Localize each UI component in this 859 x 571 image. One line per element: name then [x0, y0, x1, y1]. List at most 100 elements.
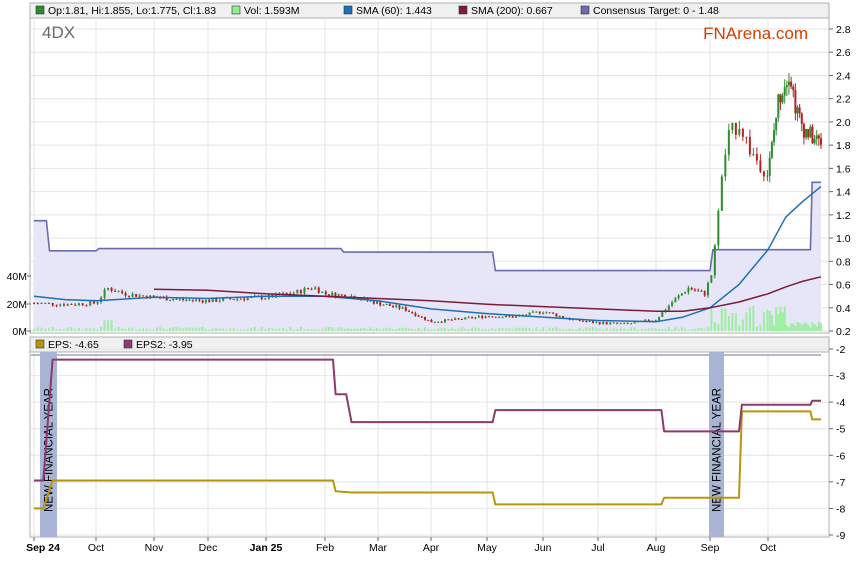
price-tick-label: 0.8 — [836, 256, 851, 268]
volume-bar — [395, 329, 398, 331]
eps2-line — [34, 358, 821, 482]
candle-body — [548, 312, 551, 314]
volume-bar — [347, 328, 350, 331]
ticker-label: 4DX — [42, 23, 75, 42]
volume-bar — [494, 329, 497, 331]
volume-bar — [74, 329, 77, 331]
candle-body — [598, 322, 601, 325]
volume-bar — [62, 329, 65, 331]
volume-bar — [710, 308, 713, 331]
volume-bar — [232, 327, 235, 331]
volume-bar — [581, 329, 584, 331]
volume-bar — [538, 329, 541, 331]
price-tick-label: 2.8 — [836, 24, 851, 36]
volume-bar — [307, 328, 310, 331]
candle-body — [800, 113, 803, 124]
candle-body — [454, 318, 457, 320]
volume-bar — [366, 328, 369, 331]
candle-body — [766, 175, 769, 177]
candle-body — [175, 299, 178, 301]
candle-body — [794, 90, 797, 114]
volume-bar — [198, 327, 201, 331]
candle-body — [239, 298, 242, 300]
volume-bar — [218, 328, 221, 331]
legend-swatch — [458, 5, 468, 15]
candle-body — [198, 299, 201, 301]
candle-body — [623, 322, 626, 324]
candle-body — [504, 315, 507, 318]
candle-body — [450, 319, 453, 321]
volume-tick-label: 40M — [7, 271, 27, 283]
date-axis: Sep 24 Oct Nov Dec Jan 25 Feb Mar Apr May Jun Jul A… — [26, 537, 776, 554]
legend-swatch — [35, 339, 45, 349]
candle-body — [494, 316, 497, 318]
price-tick-label: 2.4 — [836, 70, 851, 82]
volume-bar — [790, 323, 793, 331]
volume-bar — [487, 329, 490, 331]
candle-body — [299, 290, 302, 294]
fy-label: NEW FINANCIAL YEAR — [712, 388, 724, 512]
volume-bar — [498, 328, 501, 331]
eps-lines — [34, 358, 821, 510]
volume-bar — [626, 329, 629, 331]
volume-bar — [343, 328, 346, 331]
candle-body — [36, 303, 39, 305]
candle-body — [811, 126, 814, 144]
price-tick-label: 1.0 — [836, 233, 851, 245]
volume-bar — [267, 327, 270, 331]
volume-bar — [424, 327, 427, 331]
candle-body — [337, 294, 340, 298]
candle-body — [585, 321, 588, 323]
volume-bar — [612, 328, 615, 331]
price-tick-label: 1.4 — [836, 187, 851, 199]
financial-year-markers: NEW FINANCIAL YEAR NEW FINANCIAL YEAR — [40, 352, 724, 537]
volume-bar — [667, 326, 670, 331]
volume-bar — [296, 328, 299, 331]
volume-bar — [687, 329, 690, 331]
volume-bar — [568, 328, 571, 331]
volume-bar — [369, 327, 372, 331]
candle-body — [738, 128, 741, 135]
candle-body — [372, 300, 375, 304]
volume-bar — [471, 327, 474, 331]
volume-axis: 0M 20M 40M — [7, 271, 31, 338]
volume-bar — [447, 328, 450, 331]
consensus-target-band — [34, 181, 821, 331]
candle-body — [201, 300, 204, 303]
candle-body — [798, 107, 801, 114]
volume-bar — [430, 329, 433, 331]
volume-bar — [787, 327, 790, 331]
volume-bar — [334, 329, 337, 331]
volume-bar — [278, 328, 281, 331]
volume-bar — [779, 306, 782, 331]
volume-bar — [299, 327, 302, 331]
candle-body — [152, 295, 155, 297]
candle-body — [700, 290, 703, 292]
volume-bar — [388, 327, 391, 331]
volume-bar — [693, 329, 696, 331]
legend-item-label: EPS2: -3.95 — [136, 339, 193, 351]
volume-bar — [411, 329, 414, 331]
price-candles — [33, 72, 822, 325]
candle-body — [59, 304, 62, 306]
date-tick-label: Sep 24 — [26, 542, 60, 554]
volume-bar — [690, 329, 693, 331]
candle-body — [724, 154, 727, 177]
volume-bar — [324, 327, 327, 331]
candle-body — [395, 305, 398, 307]
candle-body — [331, 292, 334, 296]
volume-bar — [208, 329, 211, 331]
volume-bar — [759, 324, 762, 331]
volume-bar — [654, 328, 657, 331]
candle-body — [538, 311, 541, 314]
candle-body — [447, 319, 450, 321]
candle-body — [777, 94, 780, 118]
volume-bar — [178, 327, 181, 331]
volume-bar — [768, 310, 771, 331]
volume-bar — [720, 308, 723, 331]
candle-body — [303, 288, 306, 294]
candle-body — [74, 304, 77, 306]
volume-bar — [292, 329, 295, 331]
volume-bar — [337, 327, 340, 331]
volume-bar — [762, 311, 765, 331]
